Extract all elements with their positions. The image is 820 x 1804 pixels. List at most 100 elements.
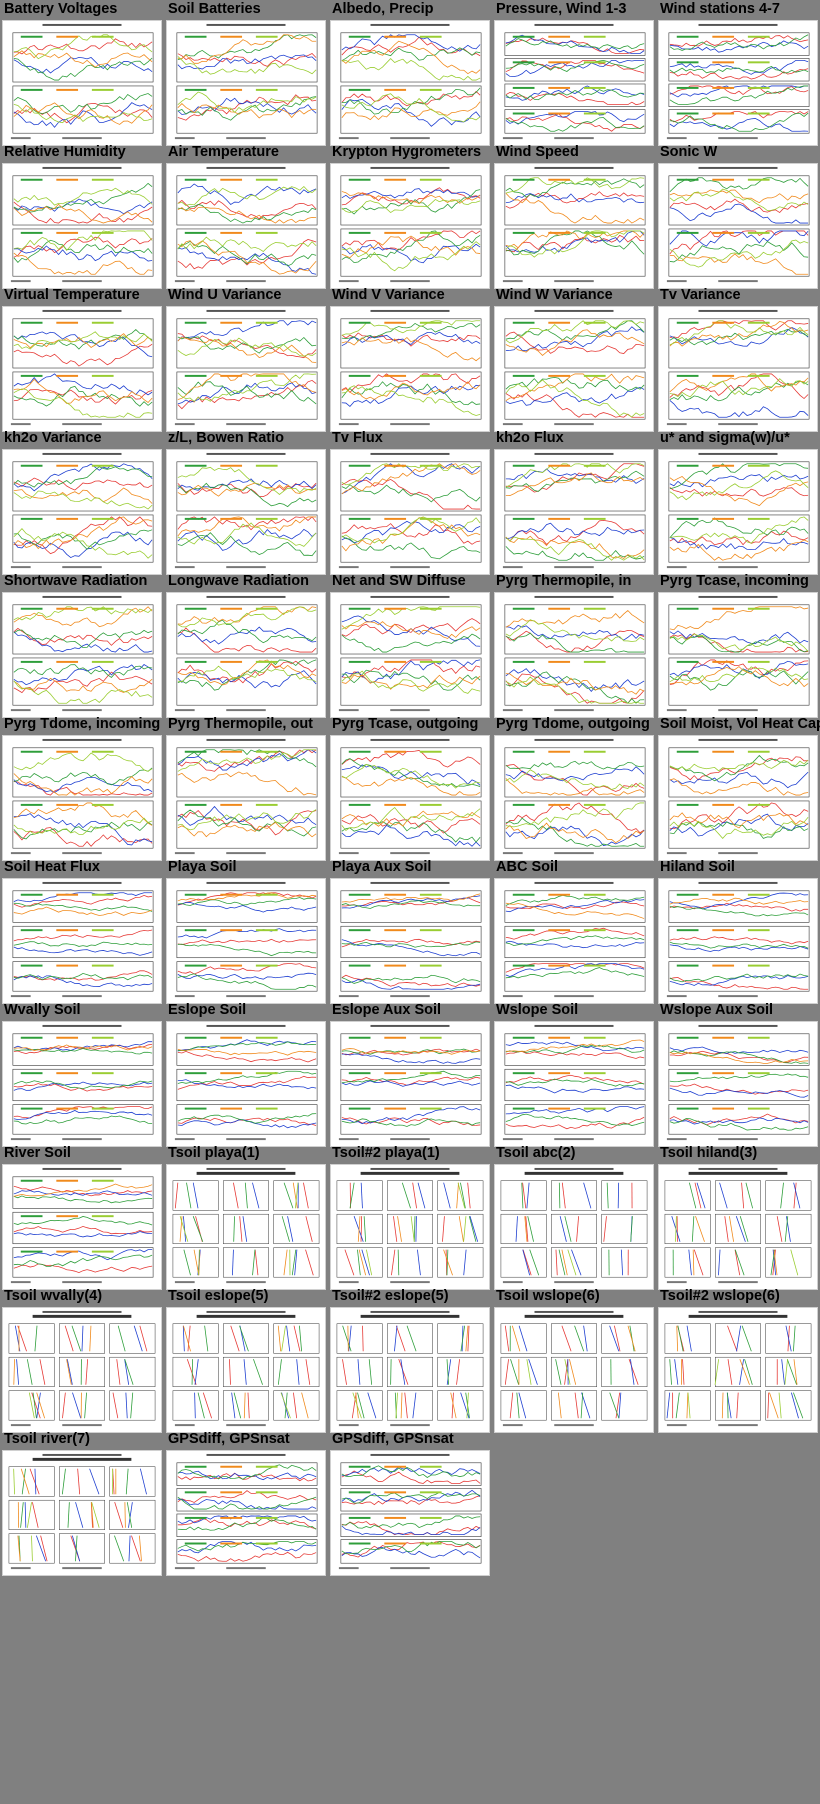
thumbnail-link[interactable]: GPSdiff, GPSnsat — [164, 1430, 328, 1576]
thumbnail-link[interactable]: Tsoil playa(1) — [164, 1144, 328, 1290]
plot-thumbnail[interactable] — [494, 1307, 654, 1433]
plot-thumbnail[interactable] — [2, 20, 162, 146]
thumbnail-link[interactable]: Tv Flux — [328, 429, 492, 575]
plot-thumbnail[interactable] — [330, 163, 490, 289]
plot-thumbnail[interactable] — [2, 1450, 162, 1576]
plot-thumbnail[interactable] — [330, 1164, 490, 1290]
thumbnail-link[interactable]: Tsoil#2 eslope(5) — [328, 1287, 492, 1433]
thumbnail-link[interactable]: Soil Batteries — [164, 0, 328, 146]
plot-thumbnail[interactable] — [658, 306, 818, 432]
plot-thumbnail[interactable] — [330, 1450, 490, 1576]
thumbnail-link[interactable]: Wind V Variance — [328, 286, 492, 432]
thumbnail-link[interactable]: Wind stations 4-7 — [656, 0, 820, 146]
thumbnail-link[interactable]: Soil Moist, Vol Heat Cap — [656, 715, 820, 861]
plot-thumbnail[interactable] — [658, 1021, 818, 1147]
plot-thumbnail[interactable] — [494, 449, 654, 575]
thumbnail-link[interactable]: Pyrg Tcase, incoming — [656, 572, 820, 718]
thumbnail-link[interactable]: Pressure, Wind 1-3 — [492, 0, 656, 146]
thumbnail-link[interactable]: Net and SW Diffuse — [328, 572, 492, 718]
plot-thumbnail[interactable] — [166, 1450, 326, 1576]
thumbnail-link[interactable]: Krypton Hygrometers — [328, 143, 492, 289]
thumbnail-link[interactable]: Longwave Radiation — [164, 572, 328, 718]
thumbnail-link[interactable]: kh2o Flux — [492, 429, 656, 575]
thumbnail-link[interactable]: Tsoil eslope(5) — [164, 1287, 328, 1433]
plot-thumbnail[interactable] — [166, 592, 326, 718]
plot-thumbnail[interactable] — [658, 735, 818, 861]
thumbnail-link[interactable]: Pyrg Thermopile, out — [164, 715, 328, 861]
plot-thumbnail[interactable] — [2, 878, 162, 1004]
plot-thumbnail[interactable] — [330, 306, 490, 432]
thumbnail-link[interactable]: Wslope Aux Soil — [656, 1001, 820, 1147]
thumbnail-link[interactable]: Tsoil#2 wslope(6) — [656, 1287, 820, 1433]
thumbnail-link[interactable]: Battery Voltages — [0, 0, 164, 146]
thumbnail-link[interactable]: Wind U Variance — [164, 286, 328, 432]
thumbnail-link[interactable]: Eslope Aux Soil — [328, 1001, 492, 1147]
plot-thumbnail[interactable] — [494, 592, 654, 718]
thumbnail-link[interactable]: Eslope Soil — [164, 1001, 328, 1147]
thumbnail-link[interactable]: Hiland Soil — [656, 858, 820, 1004]
plot-thumbnail[interactable] — [658, 592, 818, 718]
thumbnail-link[interactable]: Shortwave Radiation — [0, 572, 164, 718]
thumbnail-link[interactable]: Tsoil wvally(4) — [0, 1287, 164, 1433]
plot-thumbnail[interactable] — [166, 878, 326, 1004]
plot-thumbnail[interactable] — [330, 735, 490, 861]
thumbnail-link[interactable]: Relative Humidity — [0, 143, 164, 289]
plot-thumbnail[interactable] — [2, 592, 162, 718]
thumbnail-link[interactable]: Pyrg Thermopile, in — [492, 572, 656, 718]
thumbnail-link[interactable]: Tsoil wslope(6) — [492, 1287, 656, 1433]
plot-thumbnail[interactable] — [330, 1021, 490, 1147]
plot-thumbnail[interactable] — [494, 163, 654, 289]
thumbnail-link[interactable]: Tv Variance — [656, 286, 820, 432]
plot-thumbnail[interactable] — [2, 735, 162, 861]
plot-thumbnail[interactable] — [658, 20, 818, 146]
plot-thumbnail[interactable] — [658, 449, 818, 575]
plot-thumbnail[interactable] — [330, 20, 490, 146]
plot-thumbnail[interactable] — [658, 1164, 818, 1290]
plot-thumbnail[interactable] — [166, 449, 326, 575]
plot-thumbnail[interactable] — [330, 592, 490, 718]
thumbnail-link[interactable]: Virtual Temperature — [0, 286, 164, 432]
plot-thumbnail[interactable] — [166, 306, 326, 432]
thumbnail-link[interactable]: Air Temperature — [164, 143, 328, 289]
thumbnail-link[interactable]: Soil Heat Flux — [0, 858, 164, 1004]
thumbnail-link[interactable]: kh2o Variance — [0, 429, 164, 575]
plot-thumbnail[interactable] — [166, 1307, 326, 1433]
plot-thumbnail[interactable] — [2, 1021, 162, 1147]
plot-thumbnail[interactable] — [658, 1307, 818, 1433]
plot-thumbnail[interactable] — [330, 449, 490, 575]
thumbnail-link[interactable]: Pyrg Tcase, outgoing — [328, 715, 492, 861]
plot-thumbnail[interactable] — [2, 1307, 162, 1433]
thumbnail-link[interactable]: Wind Speed — [492, 143, 656, 289]
thumbnail-link[interactable]: ABC Soil — [492, 858, 656, 1004]
thumbnail-link[interactable]: Wvally Soil — [0, 1001, 164, 1147]
plot-thumbnail[interactable] — [166, 735, 326, 861]
plot-thumbnail[interactable] — [658, 878, 818, 1004]
thumbnail-link[interactable]: River Soil — [0, 1144, 164, 1290]
thumbnail-link[interactable]: Tsoil abc(2) — [492, 1144, 656, 1290]
plot-thumbnail[interactable] — [330, 1307, 490, 1433]
plot-thumbnail[interactable] — [2, 449, 162, 575]
plot-thumbnail[interactable] — [494, 1164, 654, 1290]
thumbnail-link[interactable]: GPSdiff, GPSnsat — [328, 1430, 492, 1576]
thumbnail-link[interactable]: Wslope Soil — [492, 1001, 656, 1147]
thumbnail-link[interactable]: Albedo, Precip — [328, 0, 492, 146]
plot-thumbnail[interactable] — [166, 20, 326, 146]
plot-thumbnail[interactable] — [658, 163, 818, 289]
plot-thumbnail[interactable] — [2, 1164, 162, 1290]
plot-thumbnail[interactable] — [494, 735, 654, 861]
thumbnail-link[interactable]: u* and sigma(w)/u* — [656, 429, 820, 575]
thumbnail-link[interactable]: z/L, Bowen Ratio — [164, 429, 328, 575]
plot-thumbnail[interactable] — [2, 306, 162, 432]
thumbnail-link[interactable]: Pyrg Tdome, incoming — [0, 715, 164, 861]
thumbnail-link[interactable]: Pyrg Tdome, outgoing — [492, 715, 656, 861]
plot-thumbnail[interactable] — [330, 878, 490, 1004]
plot-thumbnail[interactable] — [494, 306, 654, 432]
plot-thumbnail[interactable] — [494, 878, 654, 1004]
plot-thumbnail[interactable] — [166, 1021, 326, 1147]
thumbnail-link[interactable]: Wind W Variance — [492, 286, 656, 432]
thumbnail-link[interactable]: Playa Soil — [164, 858, 328, 1004]
thumbnail-link[interactable]: Tsoil#2 playa(1) — [328, 1144, 492, 1290]
thumbnail-link[interactable]: Tsoil hiland(3) — [656, 1144, 820, 1290]
plot-thumbnail[interactable] — [494, 1021, 654, 1147]
plot-thumbnail[interactable] — [494, 20, 654, 146]
